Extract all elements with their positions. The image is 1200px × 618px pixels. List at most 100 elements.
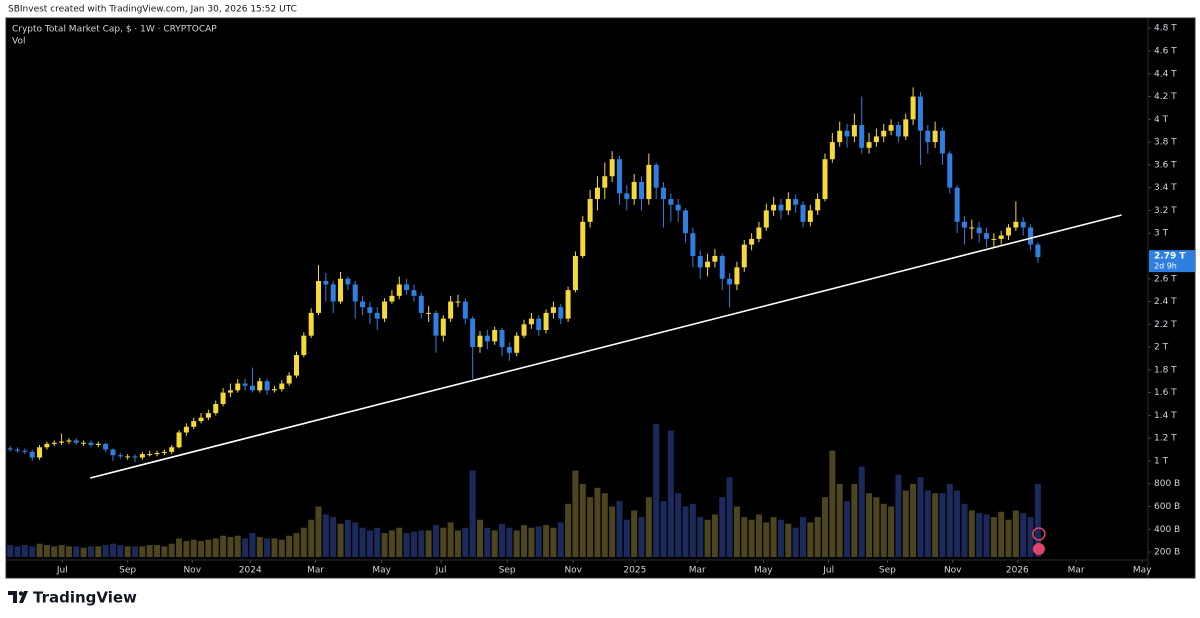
volume-bar (271, 538, 278, 557)
candle-body (675, 204, 681, 211)
volume-bar (388, 530, 395, 557)
candle-body (800, 204, 806, 222)
volume-bar (704, 519, 711, 557)
volume-bar (623, 519, 630, 557)
volume-bar (667, 430, 674, 557)
volume-bar (748, 519, 755, 557)
candle-body (954, 187, 960, 222)
candle-body (749, 238, 755, 245)
volume-bar (1012, 510, 1019, 557)
candle-body (448, 301, 454, 319)
volume-bar (858, 466, 865, 557)
candle-body (719, 255, 725, 279)
candle-body (433, 312, 439, 336)
candle-body (778, 204, 784, 211)
volume-bar (425, 530, 432, 557)
y-tick-label: 800 B (1154, 479, 1180, 489)
header-text: SBInvest created with TradingView.com, J… (8, 5, 297, 15)
volume-bar (550, 527, 557, 557)
x-tick-label: 2024 (239, 566, 262, 576)
volume-bar (95, 546, 102, 557)
volume-bar (212, 538, 219, 557)
volume-bar (528, 527, 535, 557)
volume-bar (190, 539, 197, 557)
y-tick-label: 1.4 T (1154, 411, 1177, 421)
volume-bar (880, 503, 887, 557)
candle-body (484, 335, 490, 342)
candle-body (734, 267, 740, 285)
volume-bar (1034, 483, 1041, 557)
candle-body (213, 404, 219, 414)
y-tick-label: 200 B (1154, 548, 1180, 558)
volume-bar (513, 530, 520, 557)
volume-bar (396, 527, 403, 557)
candle-body (506, 347, 512, 353)
y-tick-label: 1.2 T (1154, 434, 1177, 444)
volume-bar (543, 525, 550, 557)
volume-bar (983, 514, 990, 557)
volume-bar (609, 506, 616, 557)
y-tick-label: 4.6 T (1154, 47, 1177, 57)
volume-bar (910, 483, 917, 557)
candle-body (580, 221, 586, 256)
x-tick-label: Jul (822, 566, 834, 576)
volume-bar (418, 530, 425, 557)
volume-bar (726, 477, 733, 557)
volume-bar (697, 517, 704, 557)
volume-bar (535, 526, 542, 557)
y-tick-label: 1.8 T (1154, 365, 1177, 375)
candle-body (81, 442, 87, 444)
volume-bar (146, 545, 153, 557)
x-tick-label: Nov (944, 566, 962, 576)
volume-bar (932, 493, 939, 557)
volume-bar (124, 546, 131, 557)
candle-body (521, 324, 527, 336)
candle-body (771, 204, 777, 211)
volume-bar (968, 510, 975, 557)
candle-body (404, 284, 410, 291)
candle-body (103, 443, 109, 450)
volume-bar (711, 514, 718, 557)
x-tick-label: Sep (499, 566, 516, 576)
candle-body (888, 125, 894, 131)
volume-bar (29, 546, 36, 557)
logo-dot (18, 591, 24, 596)
candle-body (1035, 244, 1041, 258)
candle-body (264, 381, 270, 391)
candle-body (822, 159, 828, 200)
candle-body (1028, 227, 1034, 245)
candle-body (550, 307, 556, 313)
volume-bar (961, 503, 968, 557)
volume-bar (807, 522, 814, 557)
volume-bar (638, 517, 645, 557)
volume-bar (572, 470, 579, 557)
volume-bar (777, 519, 784, 557)
candle-body (227, 390, 233, 393)
volume-bar (946, 483, 953, 557)
volume-bar (829, 450, 836, 557)
candle-body (205, 413, 211, 418)
volume-bar (1027, 517, 1034, 557)
candle-body (455, 301, 461, 303)
volume-bar (836, 483, 843, 557)
candle-body (741, 244, 747, 268)
volume-bar (198, 541, 205, 557)
candle-body (330, 284, 336, 302)
candle-body (690, 233, 696, 256)
volume-bar (733, 506, 740, 557)
candle-body (29, 451, 35, 458)
y-tick-label: 4.2 T (1154, 92, 1177, 102)
candle-body (925, 130, 931, 143)
candle-body (932, 130, 938, 143)
candle-body (389, 295, 395, 302)
x-tick-label: Nov (564, 566, 582, 576)
volume-bar (440, 527, 447, 557)
volume-bar (763, 522, 770, 557)
volume-bar (87, 546, 94, 557)
volume-bar (1020, 513, 1027, 557)
candle-body (514, 335, 520, 353)
candle-body (961, 221, 967, 228)
volume-bar (645, 497, 652, 557)
volume-bar (337, 523, 344, 557)
